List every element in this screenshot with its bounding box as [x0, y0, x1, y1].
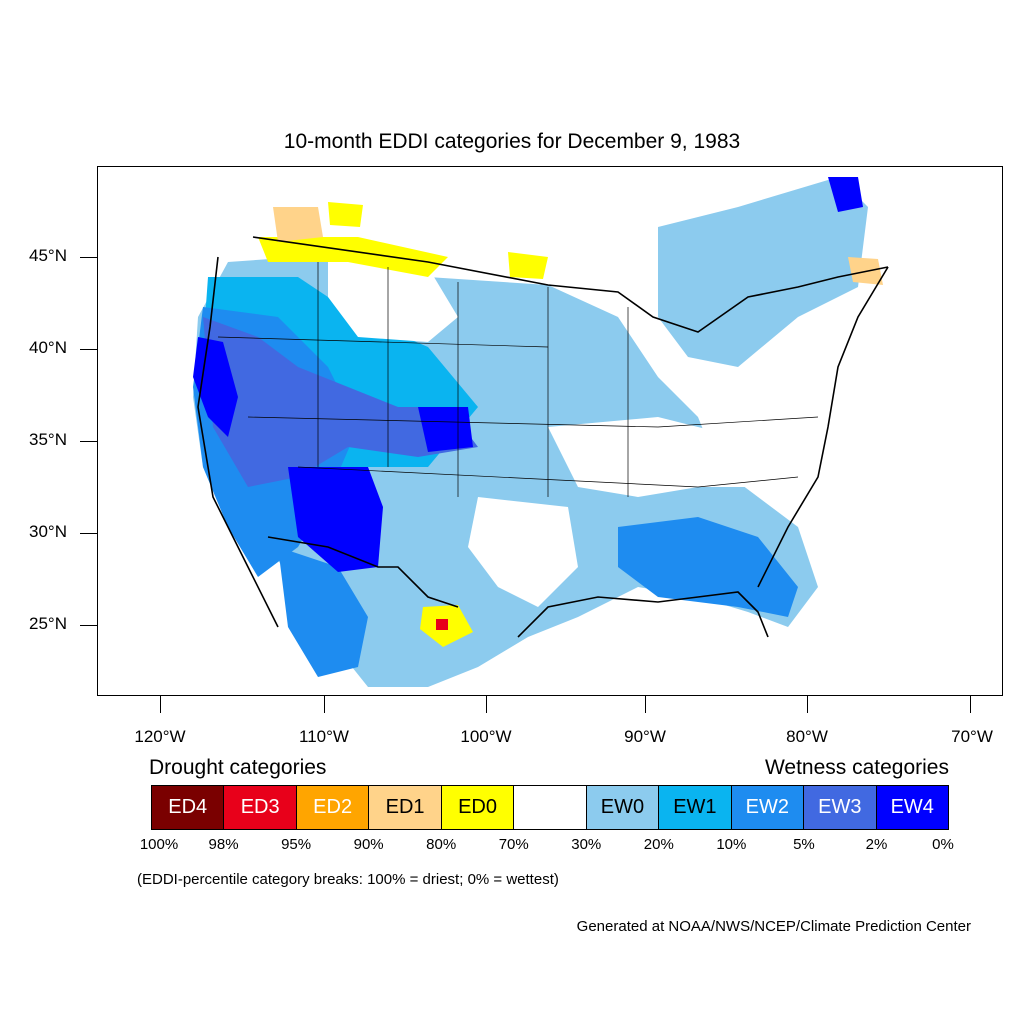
- lat-label-30: 30°N: [29, 522, 67, 541]
- lon-tick: [645, 696, 646, 713]
- lon-label-70w: 70°W: [951, 727, 993, 746]
- percentile-label: 5%: [793, 836, 815, 853]
- legend-box-ed3: ED3: [224, 786, 297, 829]
- us-canada-border: [252, 236, 889, 333]
- ed3-texas: [436, 619, 448, 630]
- legend-box-ed0: ED0: [441, 786, 515, 829]
- percentile-label: 95%: [281, 836, 312, 853]
- west-coast: [197, 256, 279, 628]
- lat-tick: [80, 625, 97, 626]
- lat-label-45: 45°N: [29, 246, 67, 265]
- percentile-label: 70%: [498, 836, 529, 853]
- ew2-south: [278, 547, 368, 677]
- lon-label-90w: 90°W: [624, 727, 666, 746]
- normal-texas: [468, 497, 578, 607]
- gulf-coast: [517, 591, 769, 638]
- percentile-label: 30%: [571, 836, 602, 853]
- lon-tick: [970, 696, 971, 713]
- legend-box-ed2: ED2: [296, 786, 370, 829]
- lat-tick: [80, 349, 97, 350]
- lat-tick: [80, 441, 97, 442]
- lat-label-25: 25°N: [29, 614, 67, 633]
- normal-plains: [328, 257, 458, 342]
- lat-tick: [80, 533, 97, 534]
- drought-categories-heading: Drought categories: [149, 756, 327, 779]
- category-legend: ED4 ED3 ED2 ED1 ED0 EW0 EW1 EW2 EW3 EW4: [151, 785, 949, 830]
- percentile-label: 80%: [426, 836, 457, 853]
- legend-box-normal: [514, 786, 587, 829]
- ew0-northeast: [658, 177, 868, 367]
- category-field: [193, 177, 883, 687]
- percentile-label: 20%: [643, 836, 674, 853]
- percentile-label: 2%: [865, 836, 888, 853]
- east-coast: [757, 266, 889, 588]
- lon-label-80w: 80°W: [786, 727, 828, 746]
- lat-label-40: 40°N: [29, 338, 67, 357]
- credit-line: Generated at NOAA/NWS/NCEP/Climate Predi…: [576, 918, 971, 935]
- percentile-label: 0%: [932, 836, 954, 853]
- lon-tick: [807, 696, 808, 713]
- eddi-map: [97, 166, 1003, 696]
- percentile-label: 98%: [208, 836, 239, 853]
- legend-box-ew4: EW4: [876, 786, 948, 829]
- ew4-colorado: [418, 407, 473, 452]
- lat-label-35: 35°N: [29, 430, 67, 449]
- breaks-note: (EDDI-percentile category breaks: 100% =…: [137, 871, 559, 888]
- map-title: 10-month EDDI categories for December 9,…: [283, 130, 741, 153]
- legend-box-ew3: EW3: [804, 786, 877, 829]
- ew4-southwest: [288, 467, 383, 572]
- state-lines: [217, 262, 819, 497]
- percentile-label: 10%: [716, 836, 747, 853]
- percentile-breaks: 100% 98% 95% 90% 80% 70% 30% 20% 10% 5% 2% 0%: [0, 836, 1024, 856]
- percentile-label: 100%: [139, 836, 179, 853]
- us-mexico-border: [267, 536, 459, 608]
- ew2-southeast: [618, 517, 798, 617]
- wetness-categories-heading: Wetness categories: [764, 756, 949, 779]
- legend-box-ew0: EW0: [586, 786, 660, 829]
- percentile-label: 90%: [353, 836, 384, 853]
- lat-tick: [80, 257, 97, 258]
- ed0-montana: [258, 237, 448, 277]
- normal-central: [548, 417, 818, 497]
- boundaries: [197, 236, 889, 638]
- ed1-montana: [273, 207, 323, 242]
- lon-label-120w: 120°W: [134, 727, 186, 746]
- ed0-north-dakota: [508, 252, 548, 279]
- ed0-north: [328, 202, 363, 227]
- lon-tick: [160, 696, 161, 713]
- ew3-west: [203, 317, 478, 487]
- lon-label-110w: 110°W: [299, 727, 349, 746]
- legend-box-ed4: ED4: [152, 786, 225, 829]
- lon-tick: [486, 696, 487, 713]
- legend-box-ew2: EW2: [731, 786, 805, 829]
- lon-label-100w: 100°W: [460, 727, 512, 746]
- legend-box-ed1: ED1: [369, 786, 442, 829]
- ew4-quebec: [828, 177, 863, 212]
- legend-box-ew1: EW1: [659, 786, 732, 829]
- lon-tick: [324, 696, 325, 713]
